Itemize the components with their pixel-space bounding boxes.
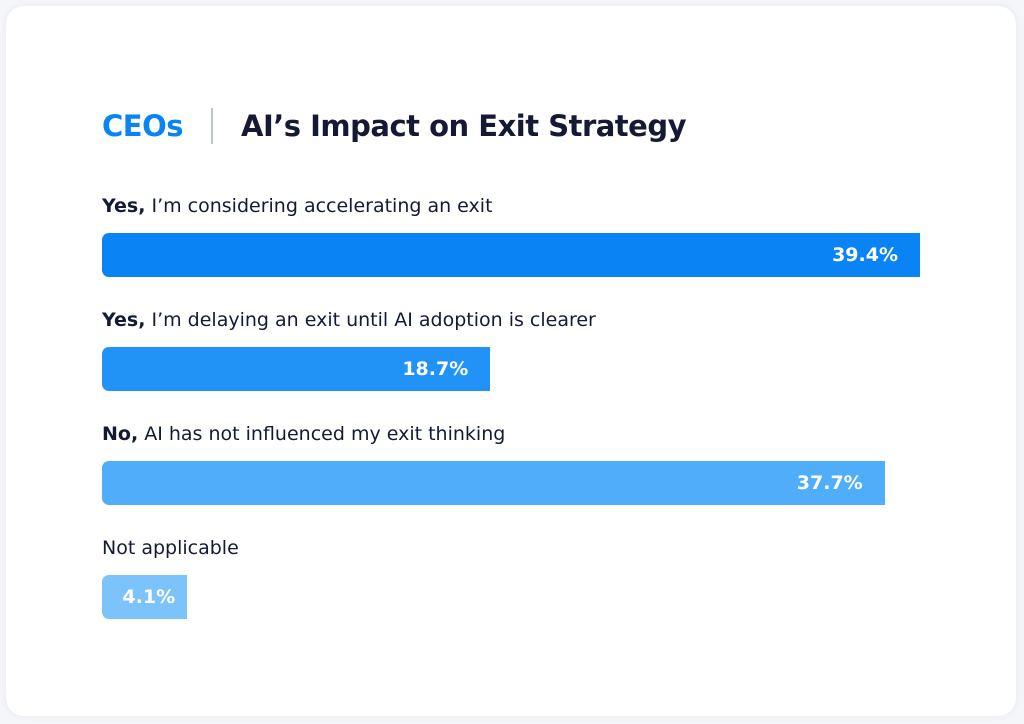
category-label-text: AI has not influenced my exit thinking (138, 423, 506, 445)
value-label: 18.7% (402, 358, 469, 380)
category-label-text: Not applicable (102, 537, 239, 559)
category-label: Not applicable (102, 537, 239, 559)
title-divider (211, 108, 214, 144)
category-label-text: I’m delaying an exit until AI adoption i… (145, 309, 596, 331)
category-label-text: I’m considering accelerating an exit (145, 195, 493, 217)
bar: 4.1% (102, 575, 188, 619)
category-label-bold: Yes, (102, 195, 146, 217)
bar: 37.7% (102, 461, 885, 505)
category-label: No, AI has not influenced my exit thinki… (102, 423, 505, 445)
value-label: 37.7% (796, 472, 863, 494)
category-label-bold: Yes, (102, 309, 146, 331)
chart-title: CEOs AI’s Impact on Exit Strategy (102, 106, 687, 146)
category-label-bold: No, (102, 423, 139, 445)
bar: 39.4% (102, 233, 920, 277)
title-prefix: CEOs (102, 109, 184, 143)
title-text: AI’s Impact on Exit Strategy (241, 109, 687, 143)
bar: 18.7% (102, 347, 491, 391)
category-label: Yes, I’m considering accelerating an exi… (102, 195, 493, 217)
category-label: Yes, I’m delaying an exit until AI adopt… (102, 309, 596, 331)
value-label: 39.4% (832, 244, 898, 266)
value-label: 4.1% (122, 586, 176, 608)
